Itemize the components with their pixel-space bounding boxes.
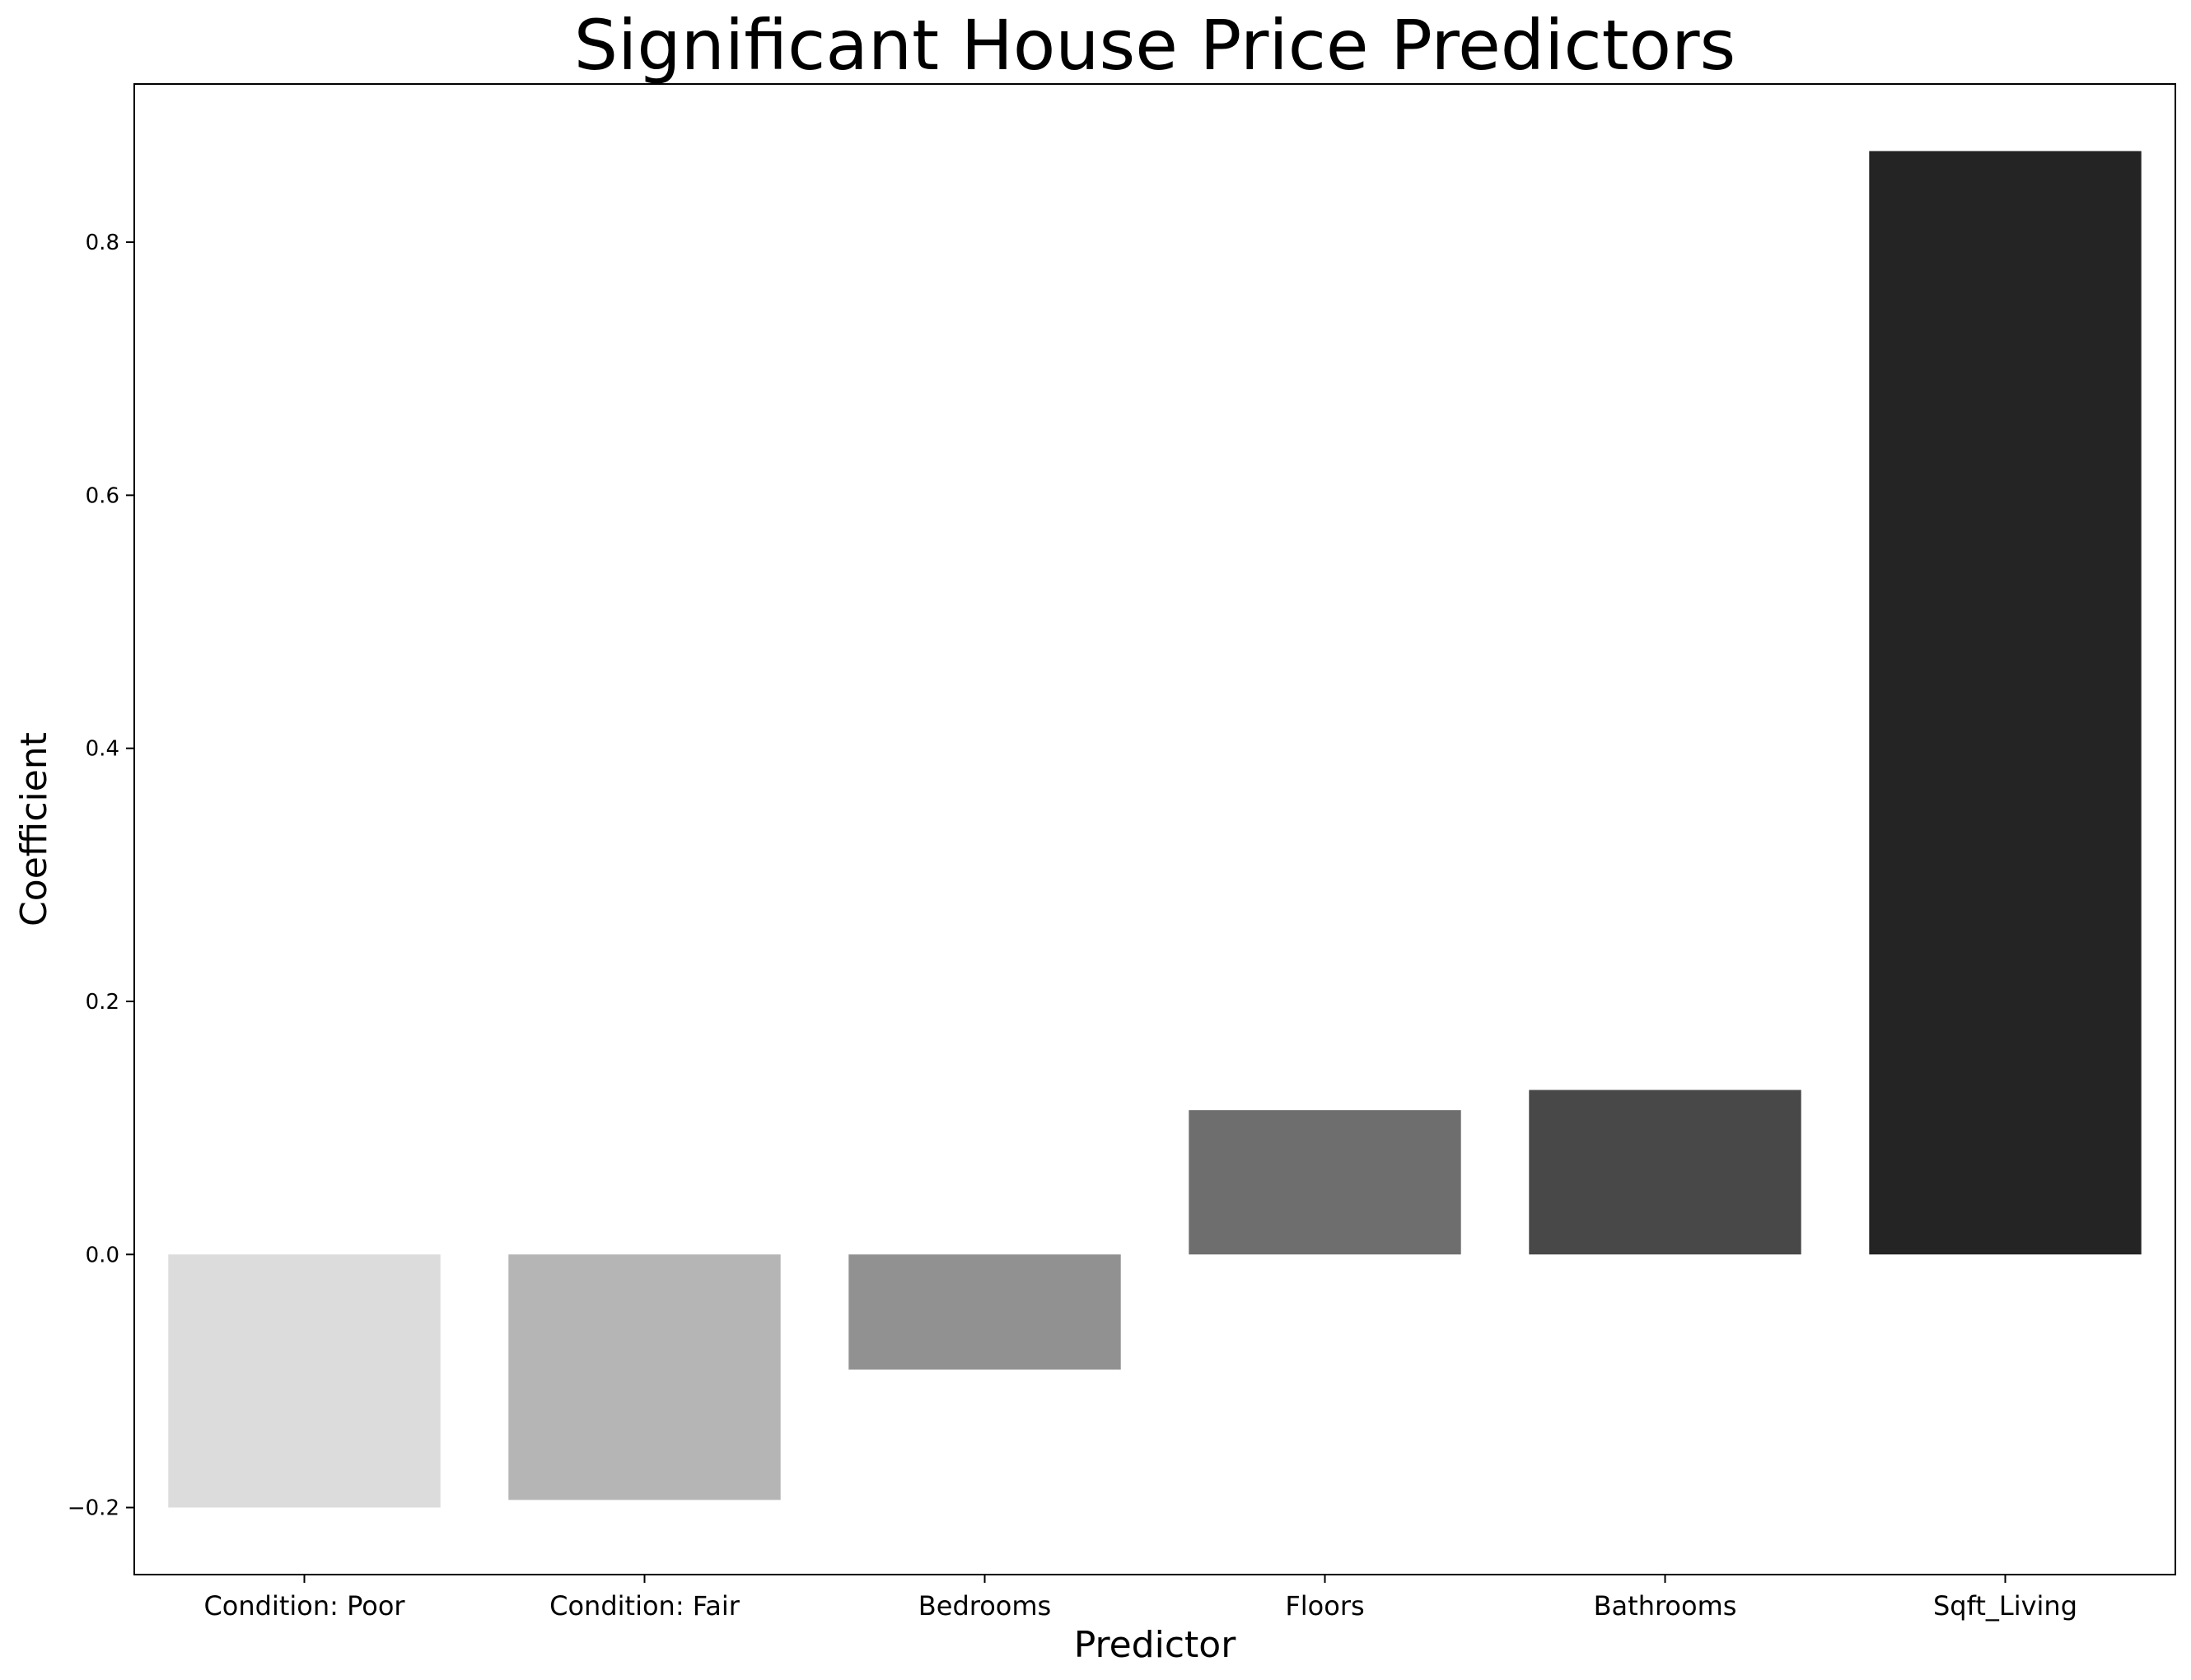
bar-bathrooms bbox=[1529, 1090, 1801, 1255]
y-tick-label: 0.8 bbox=[86, 231, 119, 255]
bar-bedrooms bbox=[848, 1254, 1121, 1370]
x-tick-label: Bathrooms bbox=[1594, 1590, 1737, 1622]
bars-group bbox=[168, 151, 2142, 1508]
y-tick-label: 0.0 bbox=[86, 1243, 119, 1267]
x-tick-label: Condition: Fair bbox=[549, 1590, 740, 1622]
x-tick-label: Sqft_Living bbox=[1933, 1590, 2077, 1622]
x-tick-label: Bedrooms bbox=[918, 1590, 1051, 1622]
y-tick-label: 0.2 bbox=[86, 990, 119, 1015]
x-axis-label: Predictor bbox=[1074, 1624, 1236, 1666]
bar-floors bbox=[1189, 1110, 1461, 1255]
y-axis-label: Coefficient bbox=[13, 732, 55, 926]
plot-frame bbox=[133, 83, 2176, 1575]
y-tick-label: 0.4 bbox=[86, 737, 119, 762]
y-axis-ticks: −0.2 0.0 0.2 0.4 0.6 0.8 bbox=[68, 231, 134, 1521]
bar-condition-poor bbox=[168, 1254, 441, 1508]
chart-title: Significant House Price Predictors bbox=[574, 5, 1736, 86]
y-tick-label: −0.2 bbox=[68, 1496, 119, 1521]
bar-sqft-living bbox=[1869, 151, 2142, 1255]
x-tick-label: Condition: Poor bbox=[203, 1590, 405, 1622]
x-axis-ticks: Condition: Poor Condition: Fair Bedrooms Fl… bbox=[203, 1575, 2077, 1622]
y-tick-label: 0.6 bbox=[86, 483, 119, 508]
x-tick-label: Floors bbox=[1285, 1590, 1364, 1622]
bar-condition-fair bbox=[508, 1254, 781, 1500]
